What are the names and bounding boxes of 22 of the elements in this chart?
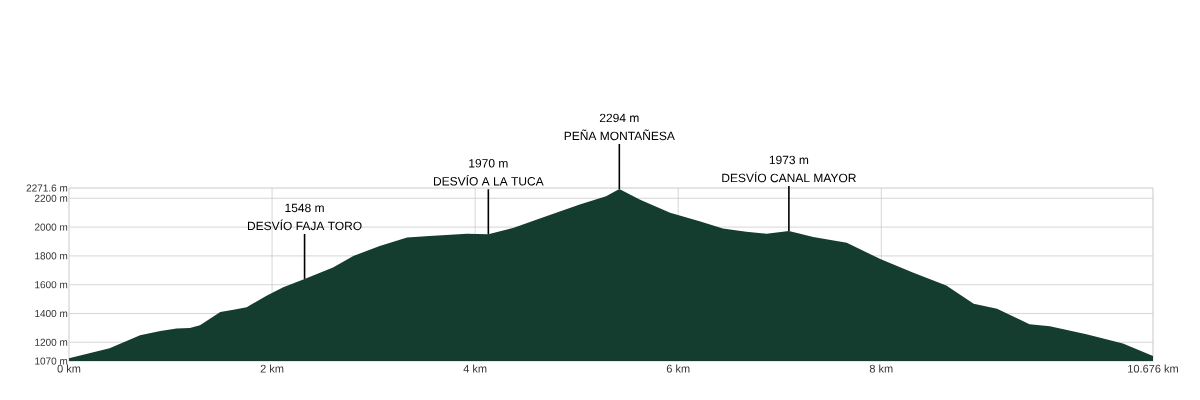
y-tick-label: 1600 m bbox=[35, 281, 68, 289]
x-tick-label: 4 km bbox=[463, 364, 487, 373]
y-tick-label: 2271.6 m bbox=[26, 184, 68, 192]
y-tick-label: 2200 m bbox=[34, 194, 68, 202]
annotation: 1548 m bbox=[285, 203, 324, 213]
y-tick-label: 1070 m bbox=[35, 357, 68, 365]
y-tick-label: 1200 m bbox=[35, 338, 68, 346]
annotation: DESVÍO FAJA TORO bbox=[247, 219, 362, 231]
x-tick-label: 2 km bbox=[260, 364, 284, 373]
text: 2294 m bbox=[599, 113, 639, 123]
text: 1973 m bbox=[769, 155, 809, 165]
annotation: DESVÍO CANAL MAYOR bbox=[722, 171, 856, 183]
x-tick-label: 8 km bbox=[869, 364, 893, 373]
x-tick-label: 0 km bbox=[57, 364, 81, 373]
text: 1970 m bbox=[469, 159, 508, 168]
x-tick-label: 10.676 km bbox=[1128, 364, 1178, 373]
annotation: DESVÍO A LA TUCA bbox=[433, 174, 544, 186]
y-tick-label: 2000 m bbox=[34, 223, 68, 231]
x-tick-label: 6 km bbox=[666, 364, 690, 373]
annotation: PEÑA MONTAÑESA bbox=[564, 129, 675, 141]
y-tick-label: 1800 m bbox=[35, 252, 68, 260]
y-tick-label: 1400 m bbox=[35, 309, 68, 318]
